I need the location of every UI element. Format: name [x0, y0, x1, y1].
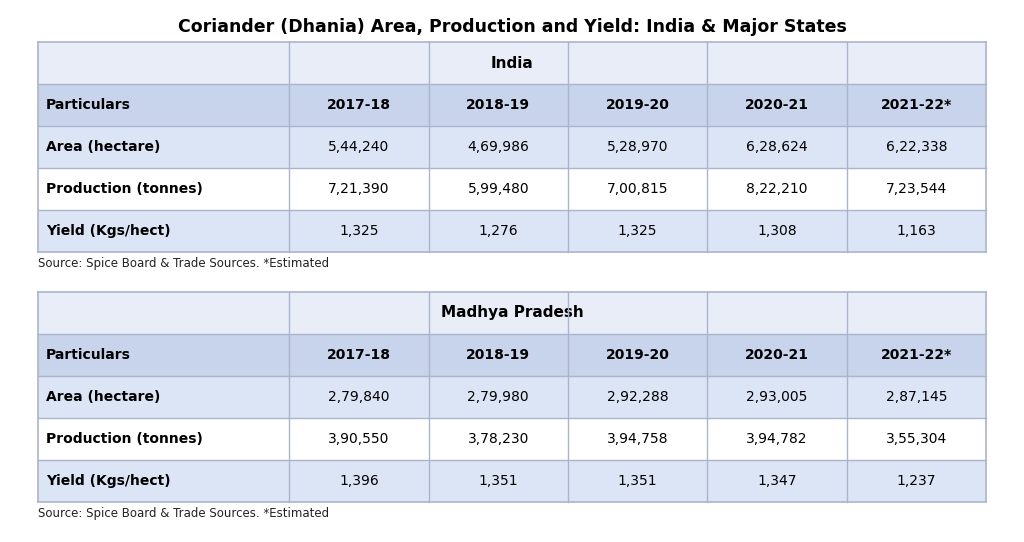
Bar — [38, 460, 986, 502]
Bar — [289, 84, 429, 126]
Text: 1,237: 1,237 — [897, 474, 936, 488]
Text: Yield (Kgs/hect): Yield (Kgs/hect) — [46, 474, 171, 488]
Bar — [38, 84, 289, 126]
Text: Yield (Kgs/hect): Yield (Kgs/hect) — [46, 224, 171, 238]
Text: 2020-21: 2020-21 — [745, 348, 809, 362]
Text: 8,22,210: 8,22,210 — [746, 182, 808, 196]
Text: 2017-18: 2017-18 — [327, 348, 391, 362]
Text: 2018-19: 2018-19 — [466, 98, 530, 112]
Text: 6,28,624: 6,28,624 — [746, 140, 808, 154]
Text: 1,276: 1,276 — [478, 224, 518, 238]
Text: 2,93,005: 2,93,005 — [746, 390, 808, 404]
Text: 7,23,544: 7,23,544 — [886, 182, 947, 196]
Text: 1,325: 1,325 — [339, 224, 379, 238]
Bar — [429, 334, 568, 376]
Bar — [38, 376, 986, 418]
Text: 2019-20: 2019-20 — [605, 348, 670, 362]
Text: 6,22,338: 6,22,338 — [886, 140, 947, 154]
Text: Madhya Pradesh: Madhya Pradesh — [440, 306, 584, 320]
Text: 2021-22*: 2021-22* — [881, 348, 952, 362]
Bar — [38, 334, 289, 376]
Text: 1,351: 1,351 — [478, 474, 518, 488]
Text: 2018-19: 2018-19 — [466, 348, 530, 362]
Bar — [38, 126, 986, 168]
Text: 2020-21: 2020-21 — [745, 98, 809, 112]
Bar — [568, 84, 708, 126]
Bar — [568, 334, 708, 376]
Bar — [429, 84, 568, 126]
Text: 3,94,758: 3,94,758 — [607, 432, 669, 446]
Text: 2,87,145: 2,87,145 — [886, 390, 947, 404]
Text: 2019-20: 2019-20 — [605, 98, 670, 112]
Text: 7,21,390: 7,21,390 — [328, 182, 390, 196]
Bar — [708, 334, 847, 376]
Bar — [289, 334, 429, 376]
Text: 1,347: 1,347 — [757, 474, 797, 488]
Text: 2,79,980: 2,79,980 — [467, 390, 529, 404]
Text: 3,94,782: 3,94,782 — [746, 432, 808, 446]
Bar — [38, 210, 986, 252]
Text: 7,00,815: 7,00,815 — [607, 182, 669, 196]
Text: 1,396: 1,396 — [339, 474, 379, 488]
Bar — [708, 84, 847, 126]
Bar — [38, 168, 986, 210]
Text: 2,92,288: 2,92,288 — [607, 390, 669, 404]
Text: 4,69,986: 4,69,986 — [467, 140, 529, 154]
Text: Area (hectare): Area (hectare) — [46, 140, 161, 154]
Bar — [38, 292, 986, 334]
Bar — [38, 42, 986, 84]
Text: 2021-22*: 2021-22* — [881, 98, 952, 112]
Text: 3,78,230: 3,78,230 — [468, 432, 529, 446]
Text: Production (tonnes): Production (tonnes) — [46, 432, 203, 446]
Text: 1,163: 1,163 — [896, 224, 936, 238]
Text: 1,308: 1,308 — [757, 224, 797, 238]
Bar — [847, 334, 986, 376]
Text: Production (tonnes): Production (tonnes) — [46, 182, 203, 196]
Bar — [847, 84, 986, 126]
Text: Particulars: Particulars — [46, 98, 131, 112]
Text: 3,55,304: 3,55,304 — [886, 432, 947, 446]
Text: 5,28,970: 5,28,970 — [607, 140, 669, 154]
Text: Source: Spice Board & Trade Sources. *Estimated: Source: Spice Board & Trade Sources. *Es… — [38, 257, 329, 270]
Text: Coriander (Dhania) Area, Production and Yield: India & Major States: Coriander (Dhania) Area, Production and … — [177, 18, 847, 36]
Text: India: India — [490, 55, 534, 70]
Text: 5,44,240: 5,44,240 — [329, 140, 389, 154]
Text: Area (hectare): Area (hectare) — [46, 390, 161, 404]
Text: 1,325: 1,325 — [617, 224, 657, 238]
Text: 2,79,840: 2,79,840 — [328, 390, 390, 404]
Text: 1,351: 1,351 — [617, 474, 657, 488]
Bar — [38, 418, 986, 460]
Text: 3,90,550: 3,90,550 — [329, 432, 389, 446]
Text: 5,99,480: 5,99,480 — [467, 182, 529, 196]
Text: 2017-18: 2017-18 — [327, 98, 391, 112]
Text: Source: Spice Board & Trade Sources. *Estimated: Source: Spice Board & Trade Sources. *Es… — [38, 507, 329, 520]
Text: Particulars: Particulars — [46, 348, 131, 362]
